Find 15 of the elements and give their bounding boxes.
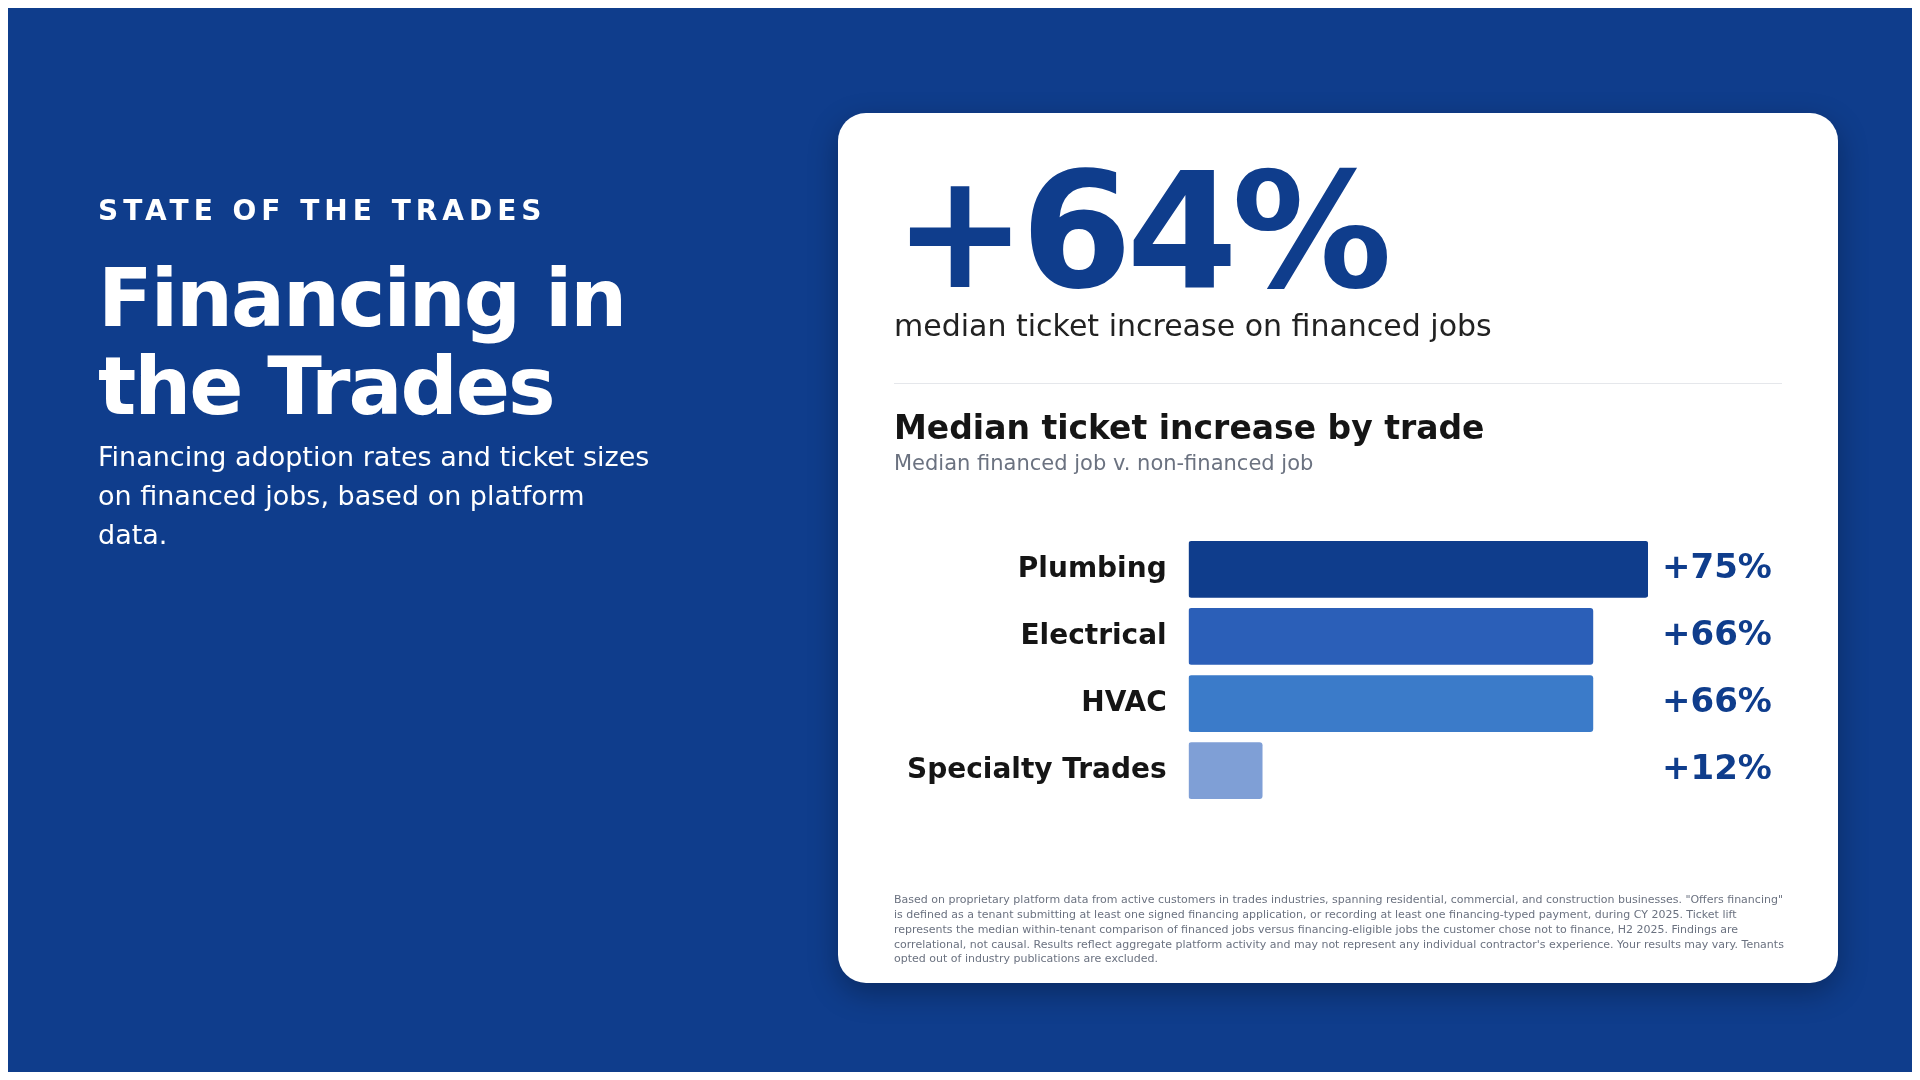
text: median ticket increase on financed jobs (894, 308, 1492, 343)
text: STATE OF THE TRADES (98, 194, 548, 227)
y-tick-label: Specialty Trades (906, 751, 1167, 785)
text: Financing adoption rates and ticket sizes on financed jobs, based on platform data. (98, 440, 651, 553)
chart-title: Median ticket increase by trade (894, 408, 1485, 447)
data-label: +75% (1662, 546, 1772, 587)
chart-subtitle: Median financed job v. non-financed job (894, 451, 1314, 475)
y-tick-label: HVAC (1081, 684, 1167, 718)
y-tick-label: Electrical (1020, 617, 1167, 651)
data-label: +66% (1662, 680, 1772, 721)
data-label: +12% (1662, 747, 1772, 788)
text: Based on proprietary platform data from active customers in trades industries, spanning residential, commercial, and construction businesses. "Offers financing" is defined as a tenant submitting at least one signed financing application, or recording at least one financing-typed payment, during CY 2025. Ticket lift represents the median within-tenant comparison of financed jobs versus financing-eligible jobs the customer chose not to finance, H2 2025. Findings are correlational, not causal. Results reflect aggregate platform activity and may not represent any individual contractor's experience. Your results may vary. Tenants opted out of industry publications are excluded. (894, 893, 1784, 968)
y-tick-label: Plumbing (1017, 550, 1167, 584)
text: Financing in the Trades (98, 252, 627, 433)
data-label: +66% (1662, 613, 1772, 654)
